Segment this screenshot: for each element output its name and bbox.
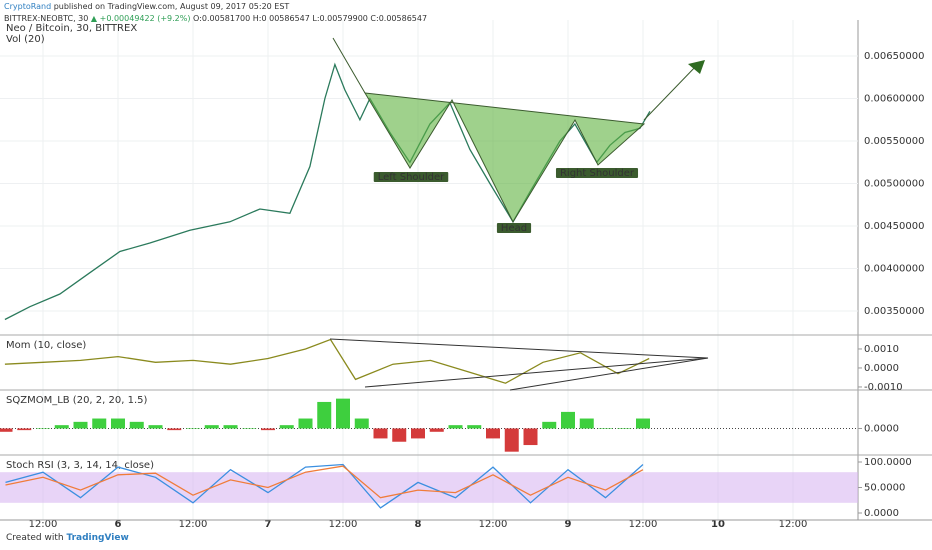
bar <box>617 428 632 429</box>
bar <box>298 418 313 429</box>
author: CryptoRand <box>4 2 52 11</box>
y-tick-label: 0.00500000 <box>864 179 924 190</box>
bar <box>17 428 32 431</box>
annotation-box <box>555 168 639 178</box>
created-with: Created with <box>6 533 64 543</box>
bar <box>392 428 407 442</box>
y-tick-label: 0.0000 <box>864 508 899 519</box>
panel-title: Neo / Bitcoin, 30, BITTREX <box>6 23 137 34</box>
y-tick-label: 0.0000 <box>864 423 899 434</box>
bar <box>36 428 50 429</box>
symbol: BITTREX:NEOBTC, 30 <box>4 14 89 23</box>
footer: Created with TradingView <box>6 533 129 543</box>
bar <box>92 418 107 429</box>
bar <box>354 418 369 429</box>
x-tick-label: 12:00 <box>629 519 658 530</box>
panel-title: Mom (10, close) <box>6 340 86 351</box>
bar <box>467 425 482 429</box>
arrow <box>643 63 699 121</box>
bar <box>111 418 125 429</box>
bar <box>204 425 219 429</box>
bar <box>0 428 13 432</box>
bar <box>317 401 332 429</box>
panel-title: SQZMOM_LB (20, 2, 20, 1.5) <box>6 395 147 406</box>
series-line <box>5 465 644 499</box>
panel-title: Stoch RSI (3, 3, 14, 14, close) <box>6 460 154 471</box>
x-tick-label: 12:00 <box>329 519 358 530</box>
chart: 12:00 6 12:00 7 12:00 8 12:00 9 12:00 10 12:00 Neo … <box>0 20 932 530</box>
bar <box>486 428 500 439</box>
bar <box>73 421 88 429</box>
bar <box>561 411 575 429</box>
bar <box>279 425 294 429</box>
bar <box>54 425 69 429</box>
pattern-fill <box>364 92 646 224</box>
arrow-head <box>688 60 705 74</box>
y-tick-label: 0.00550000 <box>864 136 924 147</box>
x-tick-label: 12:00 <box>179 519 208 530</box>
bar <box>411 428 425 439</box>
bar <box>504 428 519 452</box>
bar <box>223 425 238 429</box>
publish-line: CryptoRand published on TradingView.com,… <box>4 1 427 13</box>
series-line <box>4 62 651 321</box>
annotation: Head <box>501 223 527 234</box>
series-line <box>4 338 650 384</box>
x-tick-label: 12:00 <box>779 519 808 530</box>
x-tick-label: 12:00 <box>29 519 58 530</box>
x-tick-label: 12:00 <box>479 519 508 530</box>
bar <box>448 425 463 429</box>
y-tick-label: 0.00350000 <box>864 306 924 317</box>
annotation: Right Shoulder <box>560 168 635 179</box>
y-tick-label: -0.0010 <box>864 382 903 393</box>
bar <box>598 428 613 429</box>
brand[interactable]: TradingView <box>66 533 129 543</box>
x-tick-label: 10 <box>711 519 725 530</box>
bar <box>336 398 350 429</box>
mom-triangle <box>329 338 709 388</box>
annotation-box <box>496 223 532 233</box>
header: CryptoRand published on TradingView.com,… <box>4 1 427 25</box>
y-tick-label: 0.00600000 <box>864 94 924 105</box>
published: published on TradingView.com, August 09,… <box>53 2 290 11</box>
bar <box>261 428 275 431</box>
bar <box>186 428 200 429</box>
ohlc: O:0.00581700 H:0.00586547 L:0.00579900 C… <box>193 14 428 23</box>
change: ▲ +0.00049422 (+9.2%) <box>90 14 191 23</box>
bar <box>373 428 388 439</box>
bar <box>579 418 594 429</box>
panel-subtitle: Vol (20) <box>6 34 45 45</box>
annotation: Left Shoulder <box>378 172 445 183</box>
mom-triangle <box>509 357 709 391</box>
x-tick-label: 6 <box>115 519 122 530</box>
bar <box>148 425 163 429</box>
quote-line: BITTREX:NEOBTC, 30 ▲ +0.00049422 (+9.2%)… <box>4 13 427 25</box>
y-tick-label: 0.0010 <box>864 344 899 355</box>
y-tick-label: 0.0000 <box>864 363 899 374</box>
bar <box>523 428 538 446</box>
y-tick-label: 0.00650000 <box>864 51 924 62</box>
bar <box>542 421 557 429</box>
y-tick-label: 0.00450000 <box>864 221 924 232</box>
bar <box>429 428 444 432</box>
bar <box>636 418 650 429</box>
y-tick-label: 100.0000 <box>864 457 912 468</box>
series-line <box>5 463 644 509</box>
y-tick-label: 50.0000 <box>864 483 905 494</box>
bar <box>129 421 144 429</box>
x-tick-label: 8 <box>415 519 422 530</box>
bar <box>167 428 182 431</box>
pattern-line <box>332 37 366 94</box>
annotation-box <box>373 172 449 182</box>
x-tick-label: 7 <box>265 519 272 530</box>
x-tick-label: 9 <box>565 519 572 530</box>
bar <box>242 428 257 429</box>
y-tick-label: 0.00400000 <box>864 263 924 274</box>
